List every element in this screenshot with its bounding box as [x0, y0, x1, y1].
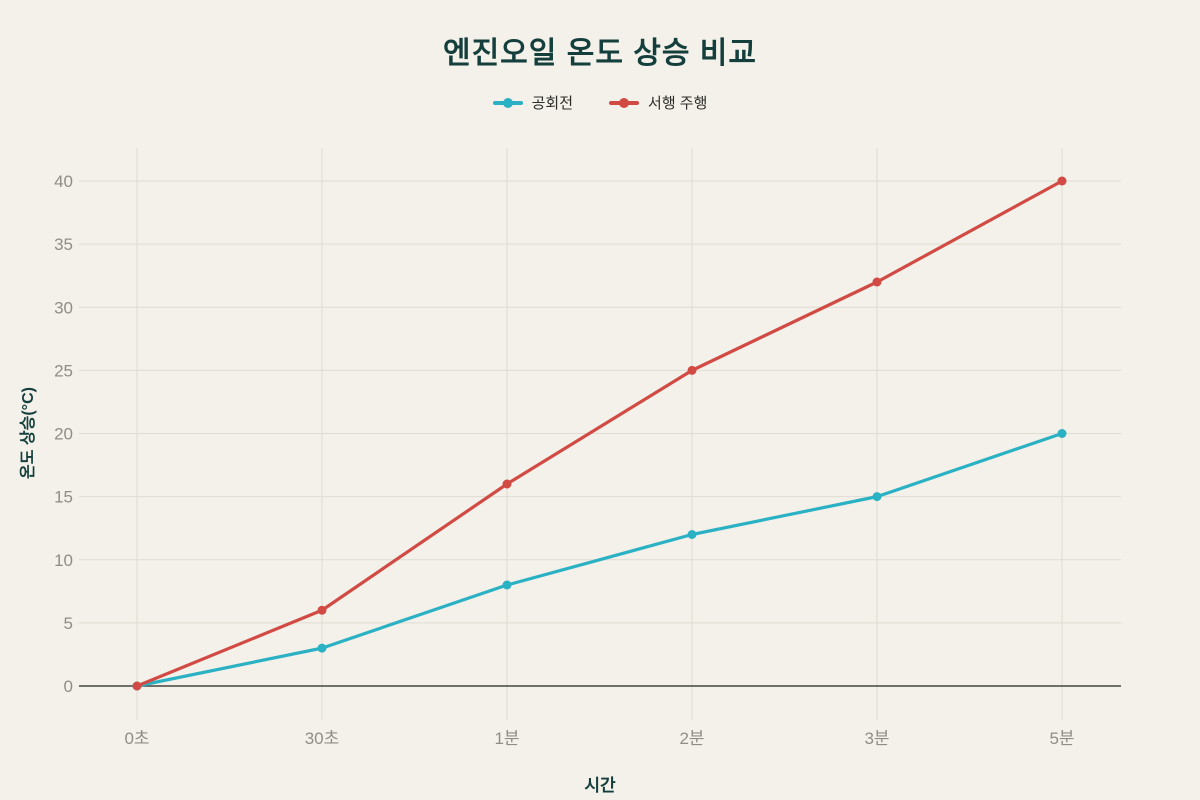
- series-1-point: [132, 681, 142, 691]
- legend-label-slow-driving: 서행 주행: [648, 95, 708, 112]
- y-tick-label: 0: [64, 677, 73, 696]
- y-tick-label: 5: [64, 614, 73, 633]
- chart-legend: 공회전 서행 주행: [0, 92, 1200, 113]
- x-tick-label: 30초: [305, 729, 340, 748]
- x-tick-label: 5분: [1049, 729, 1074, 748]
- series-0-point: [1057, 429, 1067, 438]
- y-tick-label: 40: [54, 172, 73, 191]
- x-tick-label: 2분: [679, 729, 704, 748]
- legend-dot-icon: [502, 97, 513, 108]
- y-tick-label: 35: [54, 235, 73, 254]
- y-tick-label: 25: [54, 361, 73, 380]
- series-1-line: [135, 179, 1064, 688]
- series-1-point: [687, 365, 697, 375]
- chart-title: 엔진오일 온도 상승 비교: [442, 37, 757, 70]
- y-tick-label: 15: [54, 488, 73, 507]
- y-tick-label: 10: [54, 551, 73, 570]
- x-tick-label: 3분: [864, 729, 889, 748]
- legend-item-idle[interactable]: 공회전: [492, 92, 574, 113]
- series-1-point: [872, 277, 882, 287]
- series-1-point: [502, 479, 512, 489]
- series-0-line: [135, 431, 1064, 688]
- x-tick-label: 0초: [124, 729, 149, 748]
- x-axis-title: 시간: [584, 776, 616, 795]
- series-1-point: [317, 605, 327, 615]
- legend-item-slow-driving[interactable]: 서행 주행: [609, 92, 707, 113]
- series-0-point: [872, 492, 882, 502]
- x-tick-label: 1분: [494, 729, 519, 748]
- series-0-point: [687, 530, 697, 539]
- legend-line-marker-icon: [492, 97, 523, 108]
- legend-dot-icon: [619, 97, 630, 108]
- legend-line-marker-icon: [609, 97, 640, 108]
- series-0-point: [317, 643, 327, 653]
- legend-label-idle: 공회전: [531, 95, 574, 112]
- y-tick-label: 30: [54, 298, 73, 317]
- y-axis-title: 온도 상승(°C): [20, 387, 37, 479]
- series-0-point: [502, 580, 512, 590]
- y-tick-label: 20: [54, 425, 73, 444]
- series-1-point: [1057, 176, 1067, 186]
